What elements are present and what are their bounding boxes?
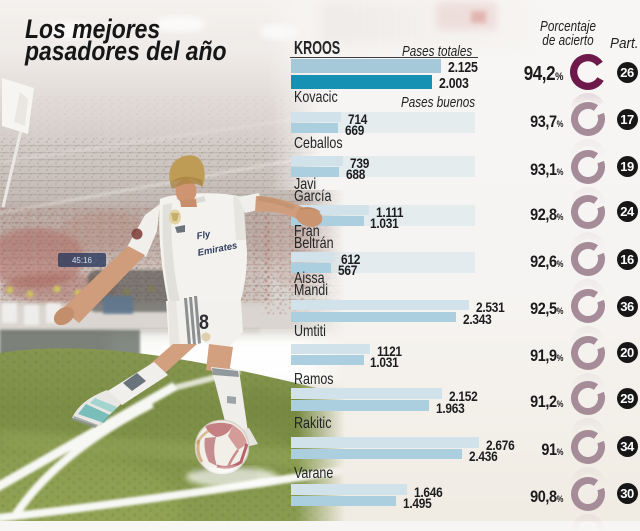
- svg-text:45:16: 45:16: [72, 256, 93, 265]
- svg-text:Fly: Fly: [196, 229, 212, 243]
- svg-text:8: 8: [199, 311, 209, 335]
